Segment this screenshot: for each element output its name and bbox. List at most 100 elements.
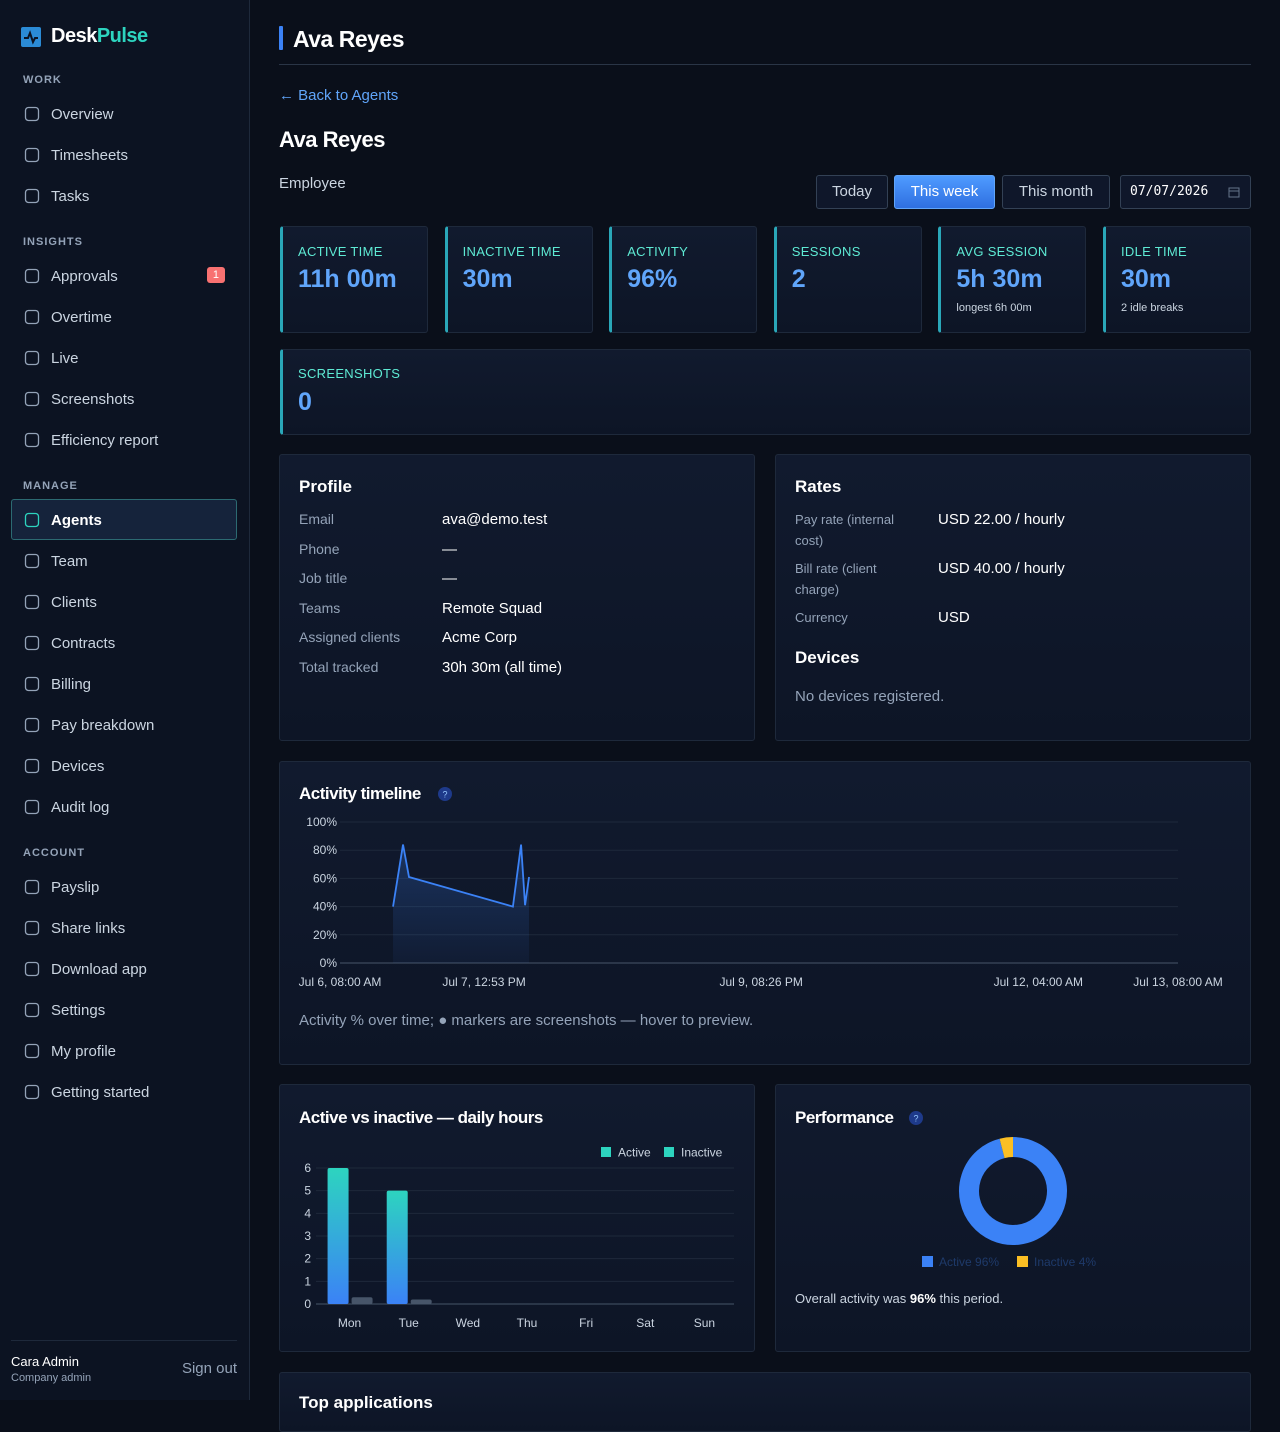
sign-out[interactable]: Sign out: [181, 1360, 237, 1377]
nav-heading: INSIGHTS: [23, 236, 83, 248]
y-tick-label: 6: [304, 1161, 311, 1175]
y-tick-label: 40%: [313, 900, 337, 914]
nav-icon: [24, 676, 40, 692]
icon-shape: [24, 961, 40, 977]
badge: 1: [206, 267, 225, 283]
range-button[interactable]: This month: [1002, 175, 1110, 209]
nav-item[interactable]: Contracts: [11, 622, 237, 663]
field-value: Remote Squad: [442, 599, 543, 617]
nav-heading: WORK: [23, 74, 62, 86]
nav-label: Clients: [51, 594, 97, 611]
nav-item[interactable]: Agents: [11, 499, 237, 540]
nav-item[interactable]: My profile: [11, 1030, 237, 1071]
card-title: Top applications: [299, 1393, 433, 1412]
nav-icon: [24, 553, 40, 569]
field-value: Acme Corp: [442, 629, 518, 646]
icon-shape: [24, 553, 40, 569]
nav-item[interactable]: Efficiency report: [11, 419, 237, 460]
field-value: —: [442, 570, 457, 587]
caption-bold: 96%: [910, 1291, 936, 1306]
stat-card: SESSIONS 2: [773, 226, 922, 333]
nav-icon: [24, 268, 40, 284]
stat-value: 96%: [627, 265, 678, 293]
legend-name: Inactive: [1034, 1255, 1076, 1269]
nav-label: Live: [51, 350, 79, 367]
y-tick-label: 3: [304, 1229, 311, 1243]
title-bar: [279, 26, 283, 50]
nav-label: Devices: [51, 758, 105, 775]
stat-card: SCREENSHOTS 0: [280, 349, 1251, 435]
nav-icon: [24, 188, 40, 204]
nav-item[interactable]: Getting started: [11, 1071, 237, 1112]
x-tick-label: Sun: [694, 1316, 715, 1330]
nav-icon: [24, 309, 40, 325]
bar: [351, 1297, 373, 1304]
nav-item[interactable]: Live: [11, 337, 237, 378]
stat-card: INACTIVE TIME 30m: [444, 226, 593, 333]
field-value: USD 22.00 / hourly: [938, 511, 1065, 528]
chart-title: Performance: [795, 1108, 893, 1127]
stat-note: 2 idle breaks: [1121, 302, 1184, 314]
icon-shape: [24, 350, 40, 366]
nav-item[interactable]: Pay breakdown: [11, 704, 237, 745]
nav-label: Getting started: [51, 1084, 150, 1101]
nav-item[interactable]: Billing: [11, 663, 237, 704]
icon-shape: [24, 594, 40, 610]
range-button[interactable]: Today: [816, 175, 888, 209]
pie-chart: Performance ? Active 96% Inactive 4% Overall…: [795, 1108, 1096, 1306]
nav-label: Overtime: [51, 309, 112, 326]
page: DeskPulse Cara Admin Company admin Sign …: [11, 0, 1251, 1432]
help-text: ?: [913, 1114, 918, 1124]
range-button[interactable]: This week: [894, 175, 995, 209]
agent-name: Ava Reyes: [279, 127, 385, 152]
card-title: Profile: [299, 477, 352, 496]
legend-swatch: [922, 1256, 933, 1267]
nav-item[interactable]: Download app: [11, 948, 237, 989]
help-icon[interactable]: [438, 787, 452, 801]
back-link[interactable]: ← Back to Agents: [279, 87, 399, 104]
stat-label: ACTIVITY: [627, 244, 689, 259]
stat-note: longest 6h 00m: [956, 302, 1032, 314]
caption: Activity % over time; ● markers are scre…: [299, 1012, 753, 1029]
icon-shape: [24, 1043, 40, 1059]
icon-shape: [24, 147, 40, 163]
x-tick-label: Jul 12, 04:00 AM: [994, 975, 1083, 989]
icon-shape: [24, 1084, 40, 1100]
nav-item[interactable]: Devices: [11, 745, 237, 786]
caption-text: Overall activity was: [795, 1291, 907, 1306]
nav-item[interactable]: Team: [11, 540, 237, 581]
nav-item[interactable]: Settings: [11, 989, 237, 1030]
field-label: Total tracked: [299, 658, 379, 675]
nav-item[interactable]: Overtime: [11, 296, 237, 337]
nav-item[interactable]: Timesheets: [11, 134, 237, 175]
stat-label: SESSIONS: [791, 244, 861, 259]
nav-item[interactable]: Share links: [11, 907, 237, 948]
nav-icon: [24, 799, 40, 815]
nav-item[interactable]: Tasks: [11, 175, 237, 216]
help-icon[interactable]: [909, 1111, 923, 1125]
empty-text: No devices registered.: [795, 688, 945, 705]
x-tick-label: Wed: [456, 1316, 480, 1330]
x-tick-label: Fri: [579, 1316, 593, 1330]
agent-role: Employee: [279, 175, 346, 192]
nav-item[interactable]: Approvals 1: [11, 255, 237, 296]
nav-icon: [24, 106, 40, 122]
nav-item[interactable]: Payslip: [11, 866, 237, 907]
nav-item[interactable]: Audit log: [11, 786, 237, 827]
card-title: Devices: [795, 648, 860, 667]
line-chart: Activity timeline ? 0% 20% 40% 60% 80% 100% Jul …: [299, 784, 1223, 1029]
legend-label: Inactive 4%: [1034, 1255, 1096, 1269]
timeline-card: Activity timeline? 0% 20% 40% 60% 80% 100% Jul …: [279, 761, 1251, 1065]
nav-item[interactable]: Screenshots: [11, 378, 237, 419]
icon-shape: [24, 432, 40, 448]
stat-label: AVG SESSION: [956, 244, 1048, 259]
nav-label: Agents: [51, 512, 102, 529]
nav-label: Download app: [51, 961, 147, 978]
performance-card: Performance? Active 96% Inactive 4% Overall…: [775, 1084, 1251, 1352]
nav-item[interactable]: Clients: [11, 581, 237, 622]
field-value: —: [442, 540, 457, 558]
nav-label: Settings: [51, 1002, 106, 1019]
icon-shape: [24, 106, 40, 122]
nav-item[interactable]: Overview: [11, 93, 237, 134]
date-input[interactable]: 07/07/2026: [1120, 175, 1251, 209]
